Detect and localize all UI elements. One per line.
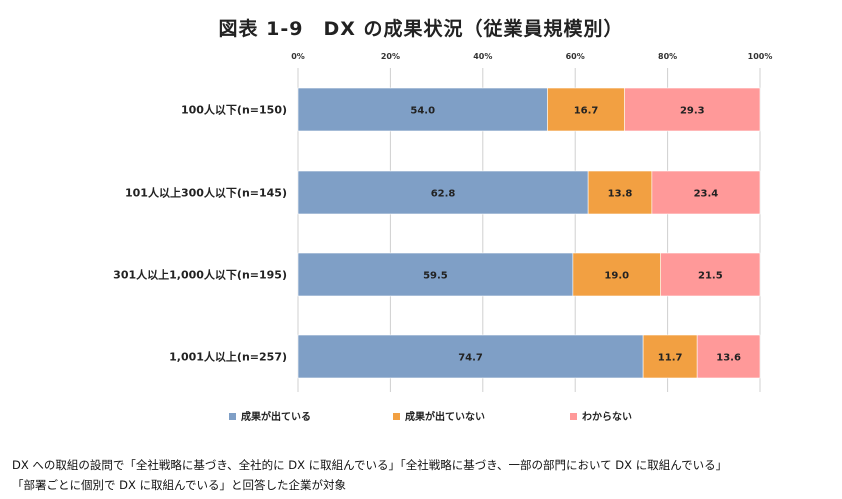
data-label: 54.0 <box>410 106 435 117</box>
tick-label: 80% <box>658 52 677 61</box>
data-label: 29.3 <box>680 106 705 117</box>
bar-segment <box>696 334 761 379</box>
data-label: 11.7 <box>658 353 683 364</box>
category-label: 1,001人以上(n=257) <box>169 350 287 364</box>
data-label: 21.5 <box>698 271 723 282</box>
legend-swatch <box>229 413 236 420</box>
bar-segment <box>660 252 761 297</box>
bar-segment <box>572 252 661 297</box>
tick-label: 100% <box>748 52 773 61</box>
category-label: 301人以上1,000人以下(n=195) <box>113 268 287 282</box>
category-label: 100人以下(n=150) <box>181 103 287 117</box>
data-label: 13.6 <box>716 353 741 364</box>
footnote-line-1: DX への取組の設問で「全社戦略に基づき、全社的に DX に取組んでいる」「全社… <box>12 458 728 472</box>
bars: 54.0 16.7 29.3 62.8 13.8 23.4 59.5 19.0 21.5 74.7… <box>297 87 761 379</box>
data-label: 19.0 <box>604 271 629 282</box>
legend-swatch <box>393 413 400 420</box>
bar-segment <box>651 170 761 215</box>
legend-label: 成果が出ていない <box>405 410 485 423</box>
tick-label: 60% <box>566 52 585 61</box>
data-label: 16.7 <box>574 106 599 117</box>
footnote-line-2: 「部署ごとに個別で DX に取組んでいる」と回答した企業が対象 <box>12 478 346 492</box>
stacked-bar-chart: 0% 20% 40% 60% 80% 100% 54.0 16.7 29.3 62.8 13.8 2… <box>113 52 772 423</box>
bar-segment <box>297 252 574 297</box>
data-label: 59.5 <box>423 271 448 282</box>
footnote: DX への取組の設問で「全社戦略に基づき、全社的に DX に取組んでいる」「全社… <box>12 455 838 495</box>
bar-segment <box>642 334 698 379</box>
data-label: 23.4 <box>694 189 719 200</box>
bar-segment <box>297 170 589 215</box>
data-label: 74.7 <box>458 353 483 364</box>
category-labels: 100人以下(n=150) 101人以上300人以下(n=145) 301人以上1,… <box>113 103 287 364</box>
tick-label: 0% <box>291 52 305 61</box>
data-label: 13.8 <box>608 189 633 200</box>
tick-label: 40% <box>473 52 492 61</box>
legend: 成果が出ている 成果が出ていない わからない <box>229 410 632 423</box>
category-label: 101人以上300人以下(n=145) <box>125 186 287 200</box>
bar-segment <box>587 170 653 215</box>
bar-segment <box>624 87 761 132</box>
legend-label: 成果が出ている <box>241 410 311 423</box>
tick-label: 20% <box>381 52 400 61</box>
x-axis-ticks: 0% 20% 40% 60% 80% 100% <box>291 52 772 61</box>
legend-swatch <box>570 413 577 420</box>
chart-title: 図表 1-9 DX の成果状況（従業員規模別） <box>218 18 624 40</box>
data-label: 62.8 <box>431 189 456 200</box>
bar-segment <box>297 334 644 379</box>
bar-segment <box>547 87 625 132</box>
legend-label: わからない <box>582 411 632 423</box>
